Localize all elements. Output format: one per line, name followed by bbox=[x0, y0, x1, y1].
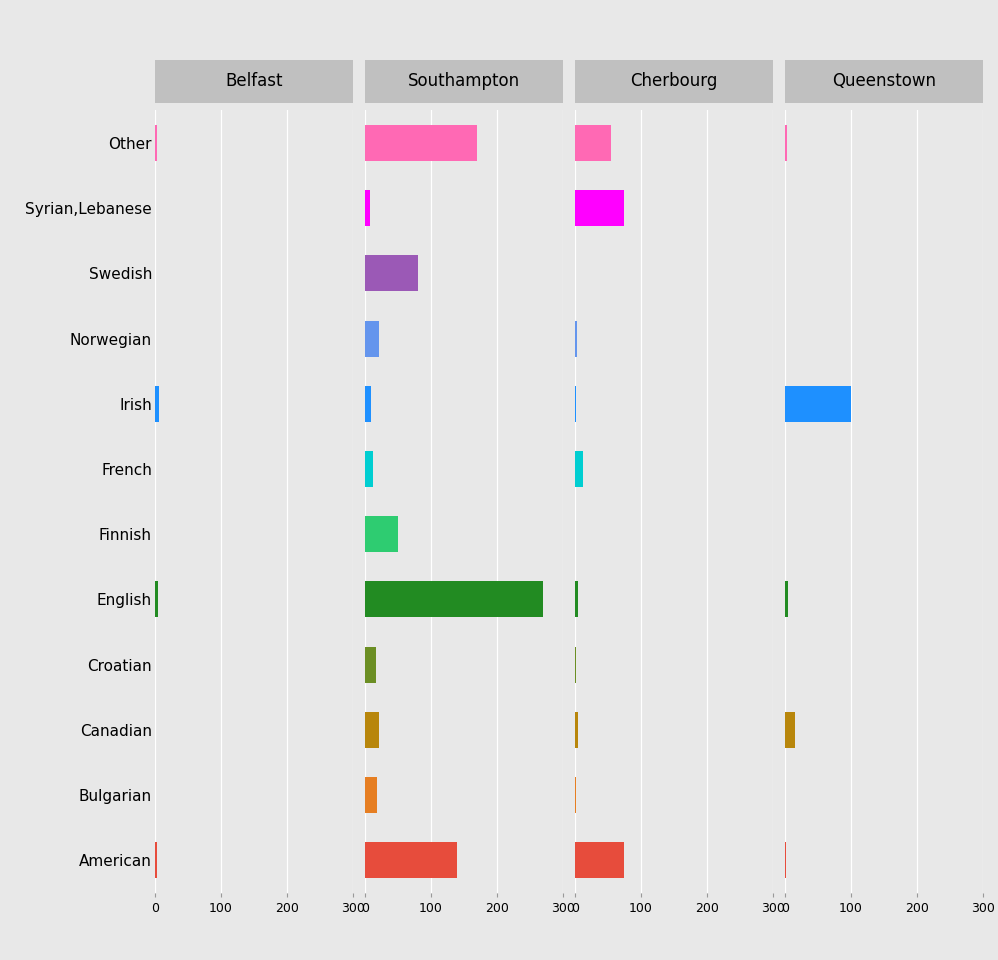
Bar bbox=[575, 190, 625, 227]
Bar bbox=[784, 125, 786, 161]
Bar bbox=[575, 451, 583, 487]
Bar bbox=[364, 712, 379, 748]
Bar bbox=[575, 582, 578, 617]
Bar bbox=[784, 386, 851, 421]
Bar bbox=[784, 842, 786, 878]
Bar bbox=[575, 712, 578, 748]
Bar bbox=[575, 386, 576, 421]
Bar bbox=[364, 451, 372, 487]
Bar bbox=[364, 255, 417, 291]
Bar bbox=[155, 125, 157, 161]
Bar bbox=[155, 842, 157, 878]
Bar bbox=[364, 842, 457, 878]
Bar bbox=[364, 777, 376, 813]
Bar bbox=[575, 777, 576, 813]
Bar bbox=[364, 386, 371, 421]
Bar bbox=[575, 842, 625, 878]
Bar bbox=[155, 386, 160, 421]
Bar bbox=[364, 582, 543, 617]
Bar bbox=[575, 647, 576, 683]
Bar bbox=[364, 321, 379, 356]
Bar bbox=[155, 582, 158, 617]
Bar bbox=[784, 582, 788, 617]
Bar bbox=[575, 321, 577, 356]
Bar bbox=[364, 647, 376, 683]
Bar bbox=[575, 125, 611, 161]
Bar bbox=[364, 190, 370, 227]
Bar bbox=[784, 712, 794, 748]
Bar bbox=[364, 516, 398, 552]
Bar bbox=[364, 125, 477, 161]
